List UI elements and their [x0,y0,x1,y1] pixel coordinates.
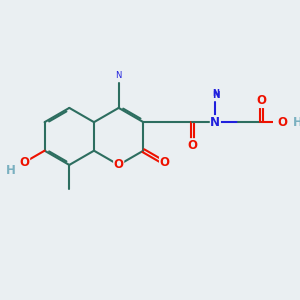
Text: O: O [20,156,30,169]
Text: N: N [212,91,220,100]
Text: O: O [114,158,124,171]
Text: O: O [160,156,170,170]
Text: O: O [187,139,197,152]
Text: N: N [116,71,122,80]
Text: H: H [293,116,300,129]
Text: N: N [210,116,220,129]
Text: H: H [5,164,15,177]
Text: N: N [212,89,219,98]
Text: O: O [277,116,287,129]
Text: O: O [256,94,266,107]
